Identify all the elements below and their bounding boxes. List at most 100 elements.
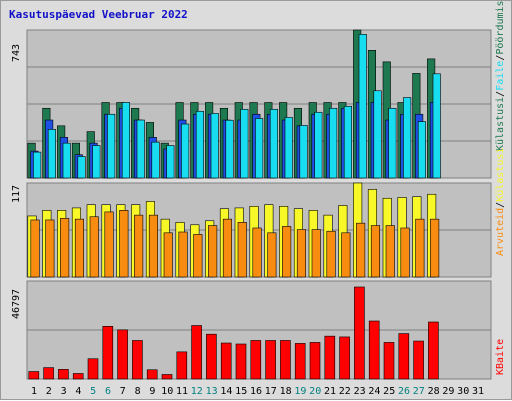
bottom-bar-day-28 bbox=[428, 321, 439, 380]
middle-bar-1-day-4 bbox=[74, 218, 84, 278]
tick-label-day-9: 9 bbox=[149, 386, 155, 397]
tick-label-day-22: 22 bbox=[339, 386, 351, 397]
top-bar-2-day-17 bbox=[269, 108, 279, 179]
bottom-bar-day-12 bbox=[191, 325, 202, 380]
middle-bar-1-day-14 bbox=[222, 218, 232, 278]
tick-label-day-29: 29 bbox=[442, 386, 454, 397]
top-legend: Külastusi/Faile/Pöördumisi bbox=[495, 1, 506, 151]
tick-label-day-13: 13 bbox=[206, 386, 218, 397]
top-bar-2-day-15 bbox=[240, 108, 249, 179]
bottom-bar-day-11 bbox=[176, 351, 188, 380]
top-bar-2-day-20 bbox=[314, 111, 323, 179]
bottom-bar-day-19 bbox=[294, 343, 306, 380]
bottom-bar-day-16 bbox=[250, 340, 262, 380]
middle-bar-1-day-12 bbox=[193, 234, 203, 278]
tick-label-day-12: 12 bbox=[191, 386, 203, 397]
bottom-bar-day-5 bbox=[87, 358, 99, 380]
top-bar-2-day-11 bbox=[181, 123, 190, 179]
tick-label-day-15: 15 bbox=[235, 386, 247, 397]
bottom-bar-day-26 bbox=[398, 333, 410, 380]
top-bar-2-day-21 bbox=[329, 107, 338, 179]
legend-visits-2: Külastusi bbox=[495, 148, 506, 202]
top-bar-2-day-25 bbox=[388, 107, 397, 179]
middle-bar-1-day-13 bbox=[208, 225, 218, 278]
top-ymax-label: 743 bbox=[11, 44, 22, 62]
top-bar-2-day-22 bbox=[343, 105, 353, 179]
legend-kbytes: KBaite bbox=[495, 339, 506, 375]
bottom-bar-day-22 bbox=[339, 336, 350, 380]
legend-files: Faile bbox=[495, 61, 506, 91]
bottom-bar-day-8 bbox=[132, 340, 143, 380]
top-bar-2-day-28 bbox=[432, 73, 441, 179]
day-tick-labels: 1 2 3 4 5 6 7 8 9 10 11 12 13 14 15 16 17 18 19 20 21 22 23 24 2… bbox=[31, 386, 484, 397]
tick-label-day-26: 26 bbox=[398, 386, 410, 397]
bottom-bar-day-17 bbox=[265, 340, 276, 380]
middle-bar-1-day-8 bbox=[134, 214, 144, 278]
bottom-bar-day-21 bbox=[324, 335, 336, 380]
legend-sep-2: / bbox=[495, 55, 506, 61]
bottom-bar-day-20 bbox=[309, 342, 321, 380]
bottom-bar-day-10 bbox=[161, 374, 173, 380]
tick-label-day-2: 2 bbox=[46, 386, 52, 397]
middle-bar-1-day-27 bbox=[415, 218, 425, 278]
middle-bar-1-day-3 bbox=[60, 218, 70, 278]
top-bar-2-day-9 bbox=[151, 141, 160, 179]
middle-bar-1-day-15 bbox=[237, 222, 247, 278]
middle-bar-1-day-1 bbox=[30, 219, 40, 278]
top-bar-2-day-4 bbox=[77, 156, 86, 179]
tick-label-day-14: 14 bbox=[220, 386, 232, 397]
middle-bar-1-day-24 bbox=[370, 225, 381, 278]
tick-label-day-17: 17 bbox=[265, 386, 277, 397]
bottom-bar-day-4 bbox=[72, 373, 84, 380]
top-bar-2-day-18 bbox=[284, 117, 293, 179]
tick-label-day-30: 30 bbox=[457, 386, 469, 397]
top-bar-2-day-26 bbox=[403, 97, 412, 179]
tick-label-day-18: 18 bbox=[280, 386, 292, 397]
middle-bar-1-day-20 bbox=[311, 229, 321, 278]
tick-label-day-10: 10 bbox=[161, 386, 173, 397]
middle-bar-1-day-5 bbox=[89, 216, 99, 278]
middle-bar-1-day-19 bbox=[296, 229, 307, 278]
tick-label-day-31: 31 bbox=[472, 386, 484, 397]
legend-hits: Pöördumisi bbox=[495, 1, 506, 55]
middle-bar-1-day-10 bbox=[163, 232, 173, 278]
legend-visits: Külastusi bbox=[495, 97, 506, 151]
tick-label-day-16: 16 bbox=[250, 386, 262, 397]
tick-label-day-3: 3 bbox=[61, 386, 67, 397]
middle-bar-1-day-21 bbox=[326, 230, 336, 278]
top-bar-2-day-5 bbox=[92, 145, 101, 179]
top-bar-2-day-13 bbox=[210, 113, 219, 179]
top-bar-2-day-8 bbox=[136, 119, 145, 179]
middle-bar-1-day-18 bbox=[282, 226, 292, 278]
middle-ymax-label: 117 bbox=[11, 185, 22, 203]
middle-bar-1-day-22 bbox=[341, 232, 351, 278]
top-bar-2-day-6 bbox=[107, 113, 116, 179]
tick-label-day-20: 20 bbox=[309, 386, 321, 397]
top-bar-2-day-27 bbox=[417, 121, 427, 179]
bottom-ymax-label: 46797 bbox=[11, 289, 22, 319]
bottom-bar-day-24 bbox=[368, 320, 380, 380]
tick-label-day-21: 21 bbox=[324, 386, 336, 397]
bottom-bar-day-27 bbox=[413, 340, 424, 380]
top-bar-2-day-24 bbox=[373, 90, 382, 179]
top-bar-2-day-12 bbox=[195, 110, 204, 179]
top-bar-2-day-2 bbox=[47, 129, 57, 179]
top-bar-2-day-7 bbox=[121, 102, 130, 179]
tick-label-day-24: 24 bbox=[368, 386, 380, 397]
bottom-bar-day-2 bbox=[43, 367, 54, 380]
middle-bar-1-day-26 bbox=[400, 227, 410, 278]
legend-sep-1: / bbox=[495, 91, 506, 97]
tick-label-day-23: 23 bbox=[354, 386, 366, 397]
tick-label-day-5: 5 bbox=[90, 386, 96, 397]
tick-label-day-7: 7 bbox=[120, 386, 126, 397]
bottom-bar-day-15 bbox=[235, 343, 247, 380]
bottom-bar-day-18 bbox=[280, 340, 291, 380]
middle-bar-1-day-16 bbox=[252, 227, 262, 278]
middle-bar-1-day-11 bbox=[178, 231, 188, 278]
bar-marks bbox=[27, 29, 441, 380]
bottom-bar-day-23 bbox=[354, 286, 365, 380]
tick-label-day-27: 27 bbox=[413, 386, 425, 397]
top-bar-2-day-1 bbox=[33, 151, 42, 179]
middle-bar-1-day-23 bbox=[356, 222, 366, 278]
